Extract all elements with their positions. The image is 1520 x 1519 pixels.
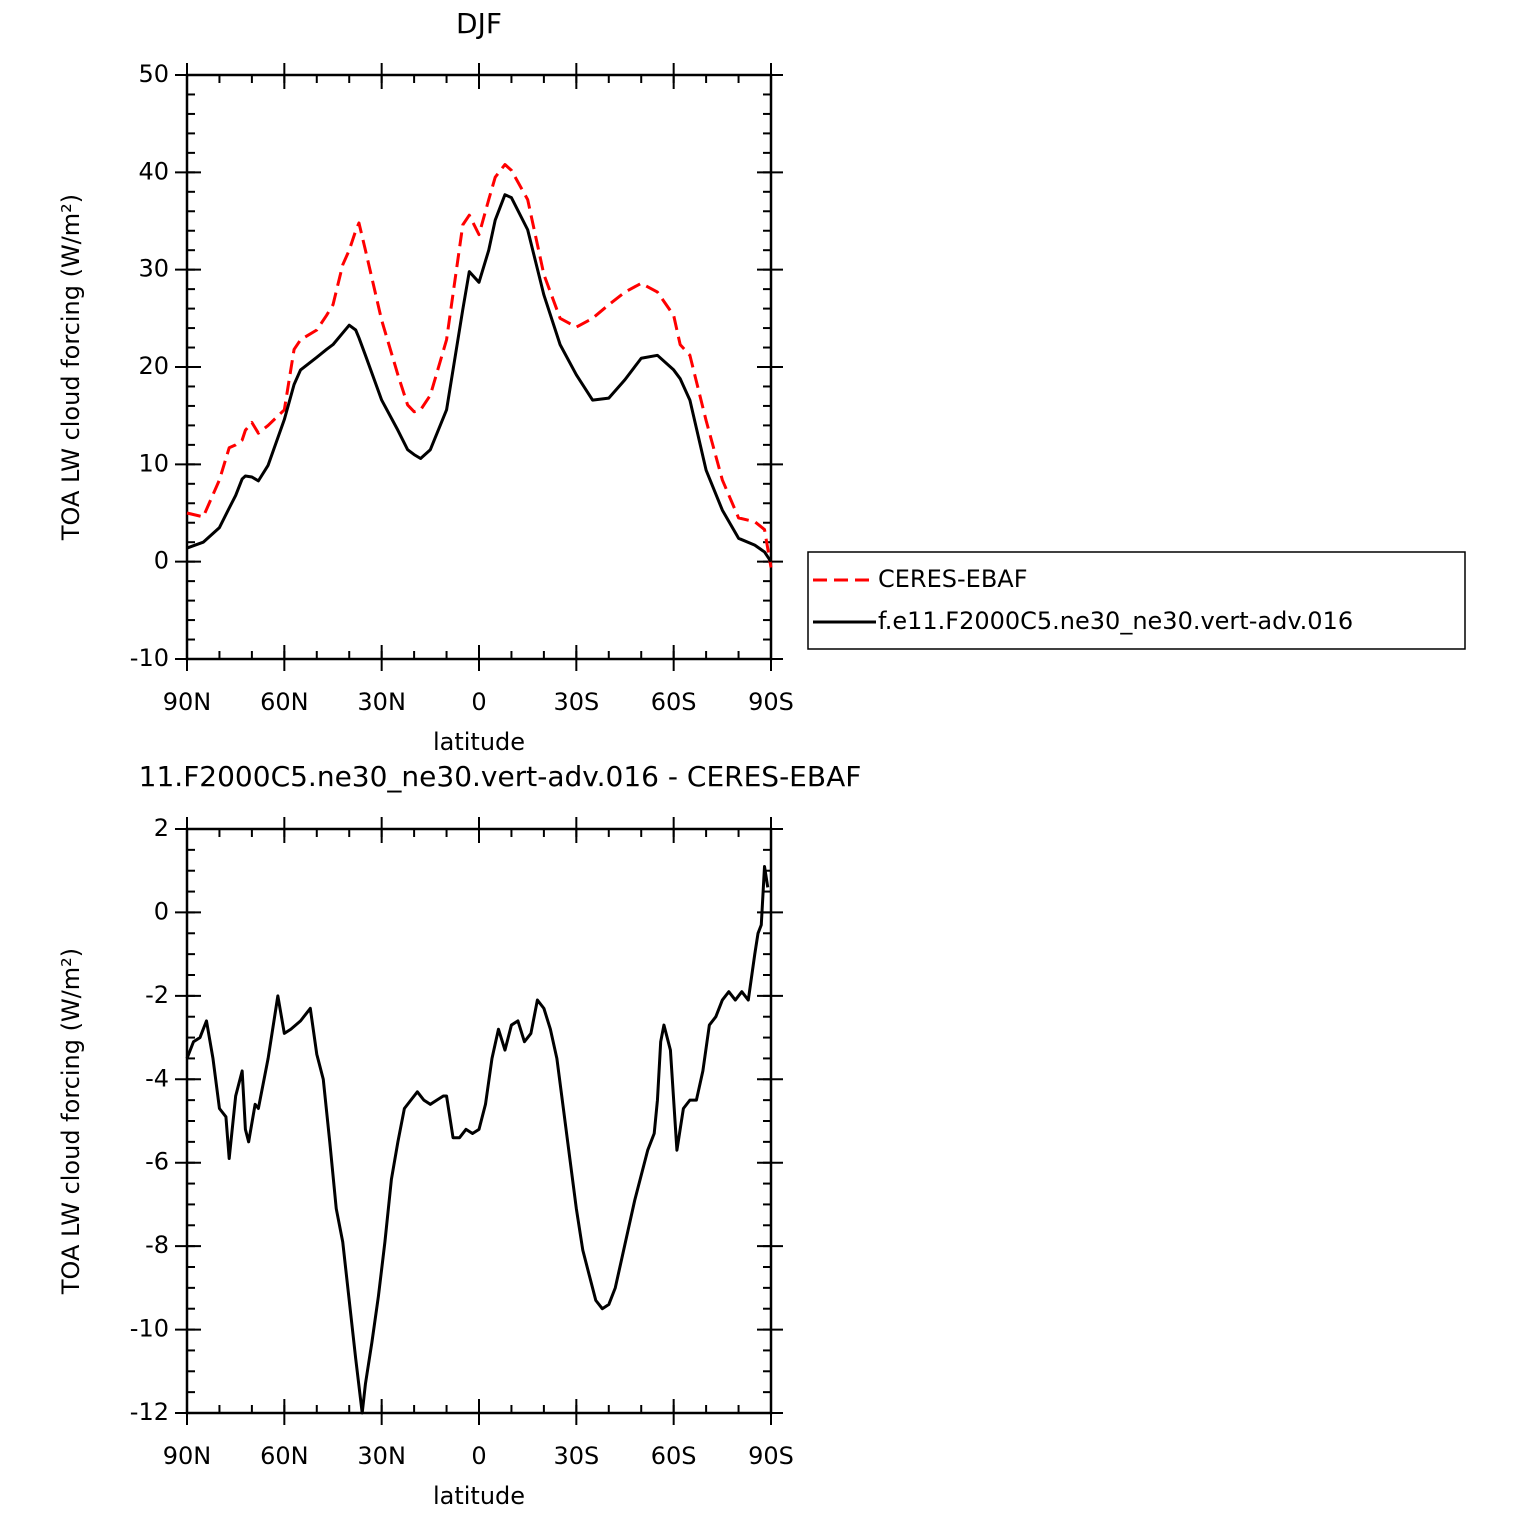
x-axis-label: latitude [433, 728, 525, 756]
x-tick-label: 90N [163, 1442, 212, 1470]
y-tick-label: 20 [138, 352, 169, 380]
x-tick-label: 90S [748, 1442, 794, 1470]
x-tick-label: 30N [357, 688, 406, 716]
data-line [186, 163, 773, 568]
x-tick-label: 60N [260, 688, 309, 716]
x-axis-label: latitude [433, 1482, 525, 1510]
x-tick-label: 90S [748, 688, 794, 716]
y-tick-label: -10 [130, 644, 169, 672]
y-tick-label: 50 [138, 60, 169, 88]
chart-title: DJF [456, 7, 502, 40]
x-tick-label: 30S [553, 688, 599, 716]
legend-label: CERES-EBAF [878, 565, 1028, 593]
y-axis-label: TOA LW cloud forcing (W/m²) [57, 948, 85, 1295]
y-tick-label: 0 [154, 547, 169, 575]
x-tick-label: 60S [651, 688, 697, 716]
y-tick-label: -10 [130, 1315, 169, 1343]
y-tick-label: 30 [138, 255, 169, 283]
data-line [186, 193, 773, 563]
y-tick-label: -6 [145, 1148, 169, 1176]
x-tick-label: 30N [357, 1442, 406, 1470]
data-line [185, 865, 770, 1415]
x-tick-label: 30S [553, 1442, 599, 1470]
chart-title: 11.F2000C5.ne30_ne30.vert-adv.016 - CERE… [139, 760, 862, 793]
legend-box [807, 551, 1466, 650]
x-tick-label: 0 [471, 1442, 486, 1470]
y-tick-label: -2 [145, 981, 169, 1009]
x-tick-label: 90N [163, 688, 212, 716]
y-tick-label: 10 [138, 449, 169, 477]
y-tick-label: -8 [145, 1231, 169, 1259]
y-tick-label: -12 [130, 1398, 169, 1426]
y-tick-label: 0 [154, 897, 169, 925]
y-tick-label: 2 [154, 814, 169, 842]
legend-label: f.e11.F2000C5.ne30_ne30.vert-adv.016 [878, 607, 1353, 635]
x-tick-label: 60N [260, 1442, 309, 1470]
y-tick-label: -4 [145, 1064, 169, 1092]
y-tick-label: 40 [138, 157, 169, 185]
plot-frame [185, 827, 773, 1415]
plot-frame [185, 73, 773, 661]
y-axis-label: TOA LW cloud forcing (W/m²) [57, 194, 85, 541]
x-tick-label: 60S [651, 1442, 697, 1470]
x-tick-label: 0 [471, 688, 486, 716]
